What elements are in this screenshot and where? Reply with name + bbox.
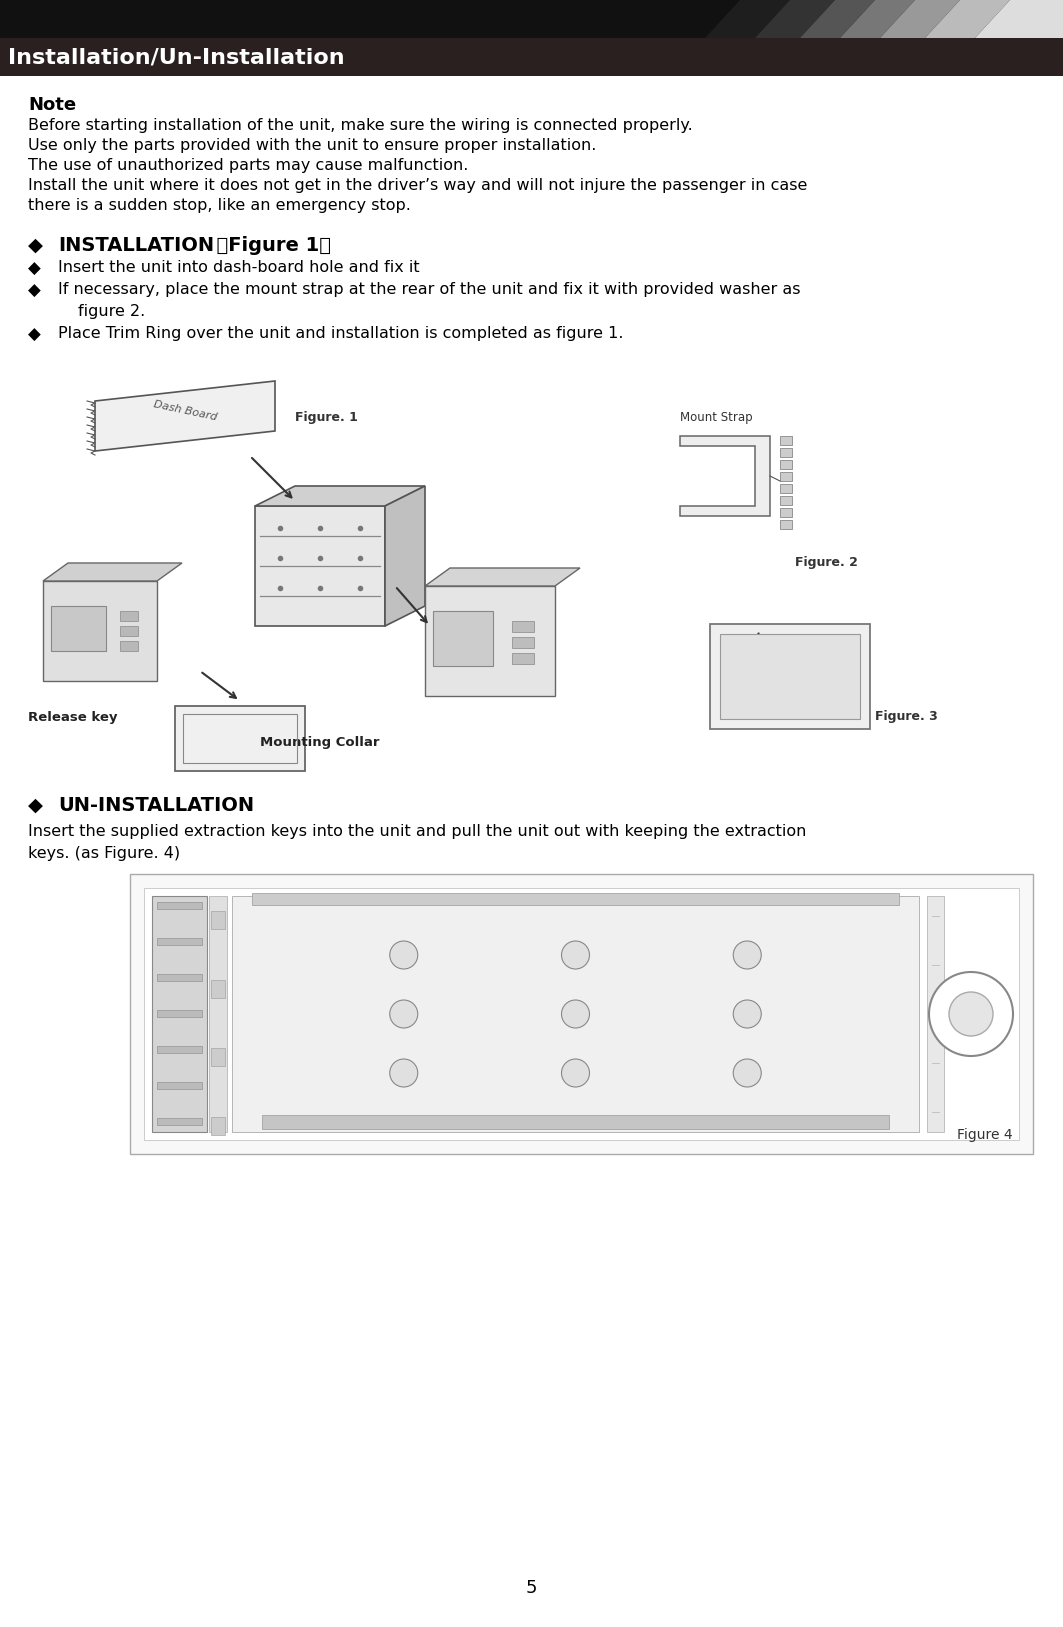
Bar [120, 626, 138, 636]
Polygon shape [95, 381, 275, 451]
Text: Installation/Un-Installation: Installation/Un-Installation [9, 47, 344, 67]
Text: Note: Note [28, 96, 77, 114]
Circle shape [390, 1001, 418, 1028]
Bar [183, 714, 297, 763]
Bar [157, 1118, 202, 1124]
Bar [232, 896, 919, 1132]
Bar [152, 896, 207, 1132]
Bar [780, 508, 792, 517]
Bar [157, 1082, 202, 1088]
Circle shape [561, 1001, 590, 1028]
Polygon shape [43, 563, 182, 581]
Bar [0, 0, 1063, 37]
Text: Mount Strap: Mount Strap [680, 412, 753, 425]
Bar [157, 1010, 202, 1017]
Circle shape [733, 1059, 761, 1087]
Bar [210, 911, 225, 929]
Text: Figure. 2: Figure. 2 [795, 556, 858, 569]
Polygon shape [705, 0, 790, 37]
Polygon shape [385, 486, 425, 626]
Circle shape [733, 940, 761, 970]
Text: Insert the unit into dash-board hole and fix it: Insert the unit into dash-board hole and… [58, 260, 420, 275]
Bar [512, 622, 534, 631]
Circle shape [561, 940, 590, 970]
Circle shape [561, 1059, 590, 1087]
Polygon shape [840, 0, 915, 37]
Text: Mounting Collar: Mounting Collar [260, 735, 379, 748]
Bar [210, 1118, 225, 1136]
Bar [927, 896, 944, 1132]
Text: Release key: Release key [28, 711, 118, 724]
Text: there is a sudden stop, like an emergency stop.: there is a sudden stop, like an emergenc… [28, 198, 411, 213]
Bar [261, 1114, 889, 1129]
Polygon shape [925, 0, 1010, 37]
Bar [780, 472, 792, 482]
Bar [252, 893, 899, 905]
Bar [144, 888, 1019, 1141]
Text: ◆: ◆ [28, 325, 40, 343]
Bar [209, 896, 227, 1132]
Polygon shape [800, 0, 875, 37]
Text: ◆: ◆ [28, 281, 40, 299]
Text: （Figure 1）: （Figure 1） [203, 236, 331, 255]
Text: Before starting installation of the unit, make sure the wiring is connected prop: Before starting installation of the unit… [28, 119, 693, 133]
Bar [157, 975, 202, 981]
Bar [780, 436, 792, 446]
Bar [710, 625, 870, 729]
Text: ◆: ◆ [28, 796, 43, 815]
Bar [780, 496, 792, 504]
Bar [780, 447, 792, 457]
Bar [157, 939, 202, 945]
Text: UN-INSTALLATION: UN-INSTALLATION [58, 796, 254, 815]
Bar [210, 979, 225, 997]
Polygon shape [680, 436, 770, 516]
Text: Dash Board: Dash Board [152, 399, 218, 423]
Text: ◆: ◆ [28, 260, 40, 278]
Bar [720, 635, 860, 719]
Bar [433, 612, 493, 665]
Text: INSTALLATION: INSTALLATION [58, 236, 214, 255]
Text: Use only the parts provided with the unit to ensure proper installation.: Use only the parts provided with the uni… [28, 138, 596, 153]
Bar [512, 638, 534, 648]
Text: Figure. 1: Figure. 1 [296, 412, 358, 425]
Text: keys. (as Figure. 4): keys. (as Figure. 4) [28, 846, 180, 861]
Bar [780, 521, 792, 529]
Bar [120, 641, 138, 651]
Bar [780, 483, 792, 493]
Bar [120, 612, 138, 622]
Bar [175, 706, 305, 771]
Bar [210, 1048, 225, 1066]
Circle shape [733, 1001, 761, 1028]
Polygon shape [255, 506, 385, 626]
Text: Figure 4: Figure 4 [958, 1128, 1013, 1142]
Bar [512, 652, 534, 664]
Circle shape [929, 971, 1013, 1056]
Bar [780, 460, 792, 469]
Text: Install the unit where it does not get in the driver’s way and will not injure t: Install the unit where it does not get i… [28, 177, 808, 194]
Text: If necessary, place the mount strap at the rear of the unit and fix it with prov: If necessary, place the mount strap at t… [58, 281, 800, 298]
Text: Insert the supplied extraction keys into the unit and pull the unit out with kee: Insert the supplied extraction keys into… [28, 823, 807, 840]
Polygon shape [43, 581, 157, 682]
Bar [157, 901, 202, 909]
Polygon shape [880, 0, 960, 37]
Polygon shape [425, 586, 555, 696]
Text: Place Trim Ring over the unit and installation is completed as figure 1.: Place Trim Ring over the unit and instal… [58, 325, 624, 342]
Text: ◆: ◆ [28, 236, 43, 255]
Circle shape [390, 940, 418, 970]
Bar [0, 37, 1063, 76]
Text: figure 2.: figure 2. [78, 304, 146, 319]
Text: 5: 5 [526, 1578, 537, 1598]
Polygon shape [755, 0, 836, 37]
Polygon shape [975, 0, 1063, 37]
Polygon shape [255, 486, 425, 506]
Circle shape [949, 992, 993, 1036]
Text: Figure. 3: Figure. 3 [875, 709, 938, 722]
Polygon shape [425, 568, 580, 586]
Bar [130, 874, 1033, 1154]
Circle shape [390, 1059, 418, 1087]
Bar [51, 605, 106, 651]
Bar [157, 1046, 202, 1053]
Text: The use of unauthorized parts may cause malfunction.: The use of unauthorized parts may cause … [28, 158, 469, 172]
